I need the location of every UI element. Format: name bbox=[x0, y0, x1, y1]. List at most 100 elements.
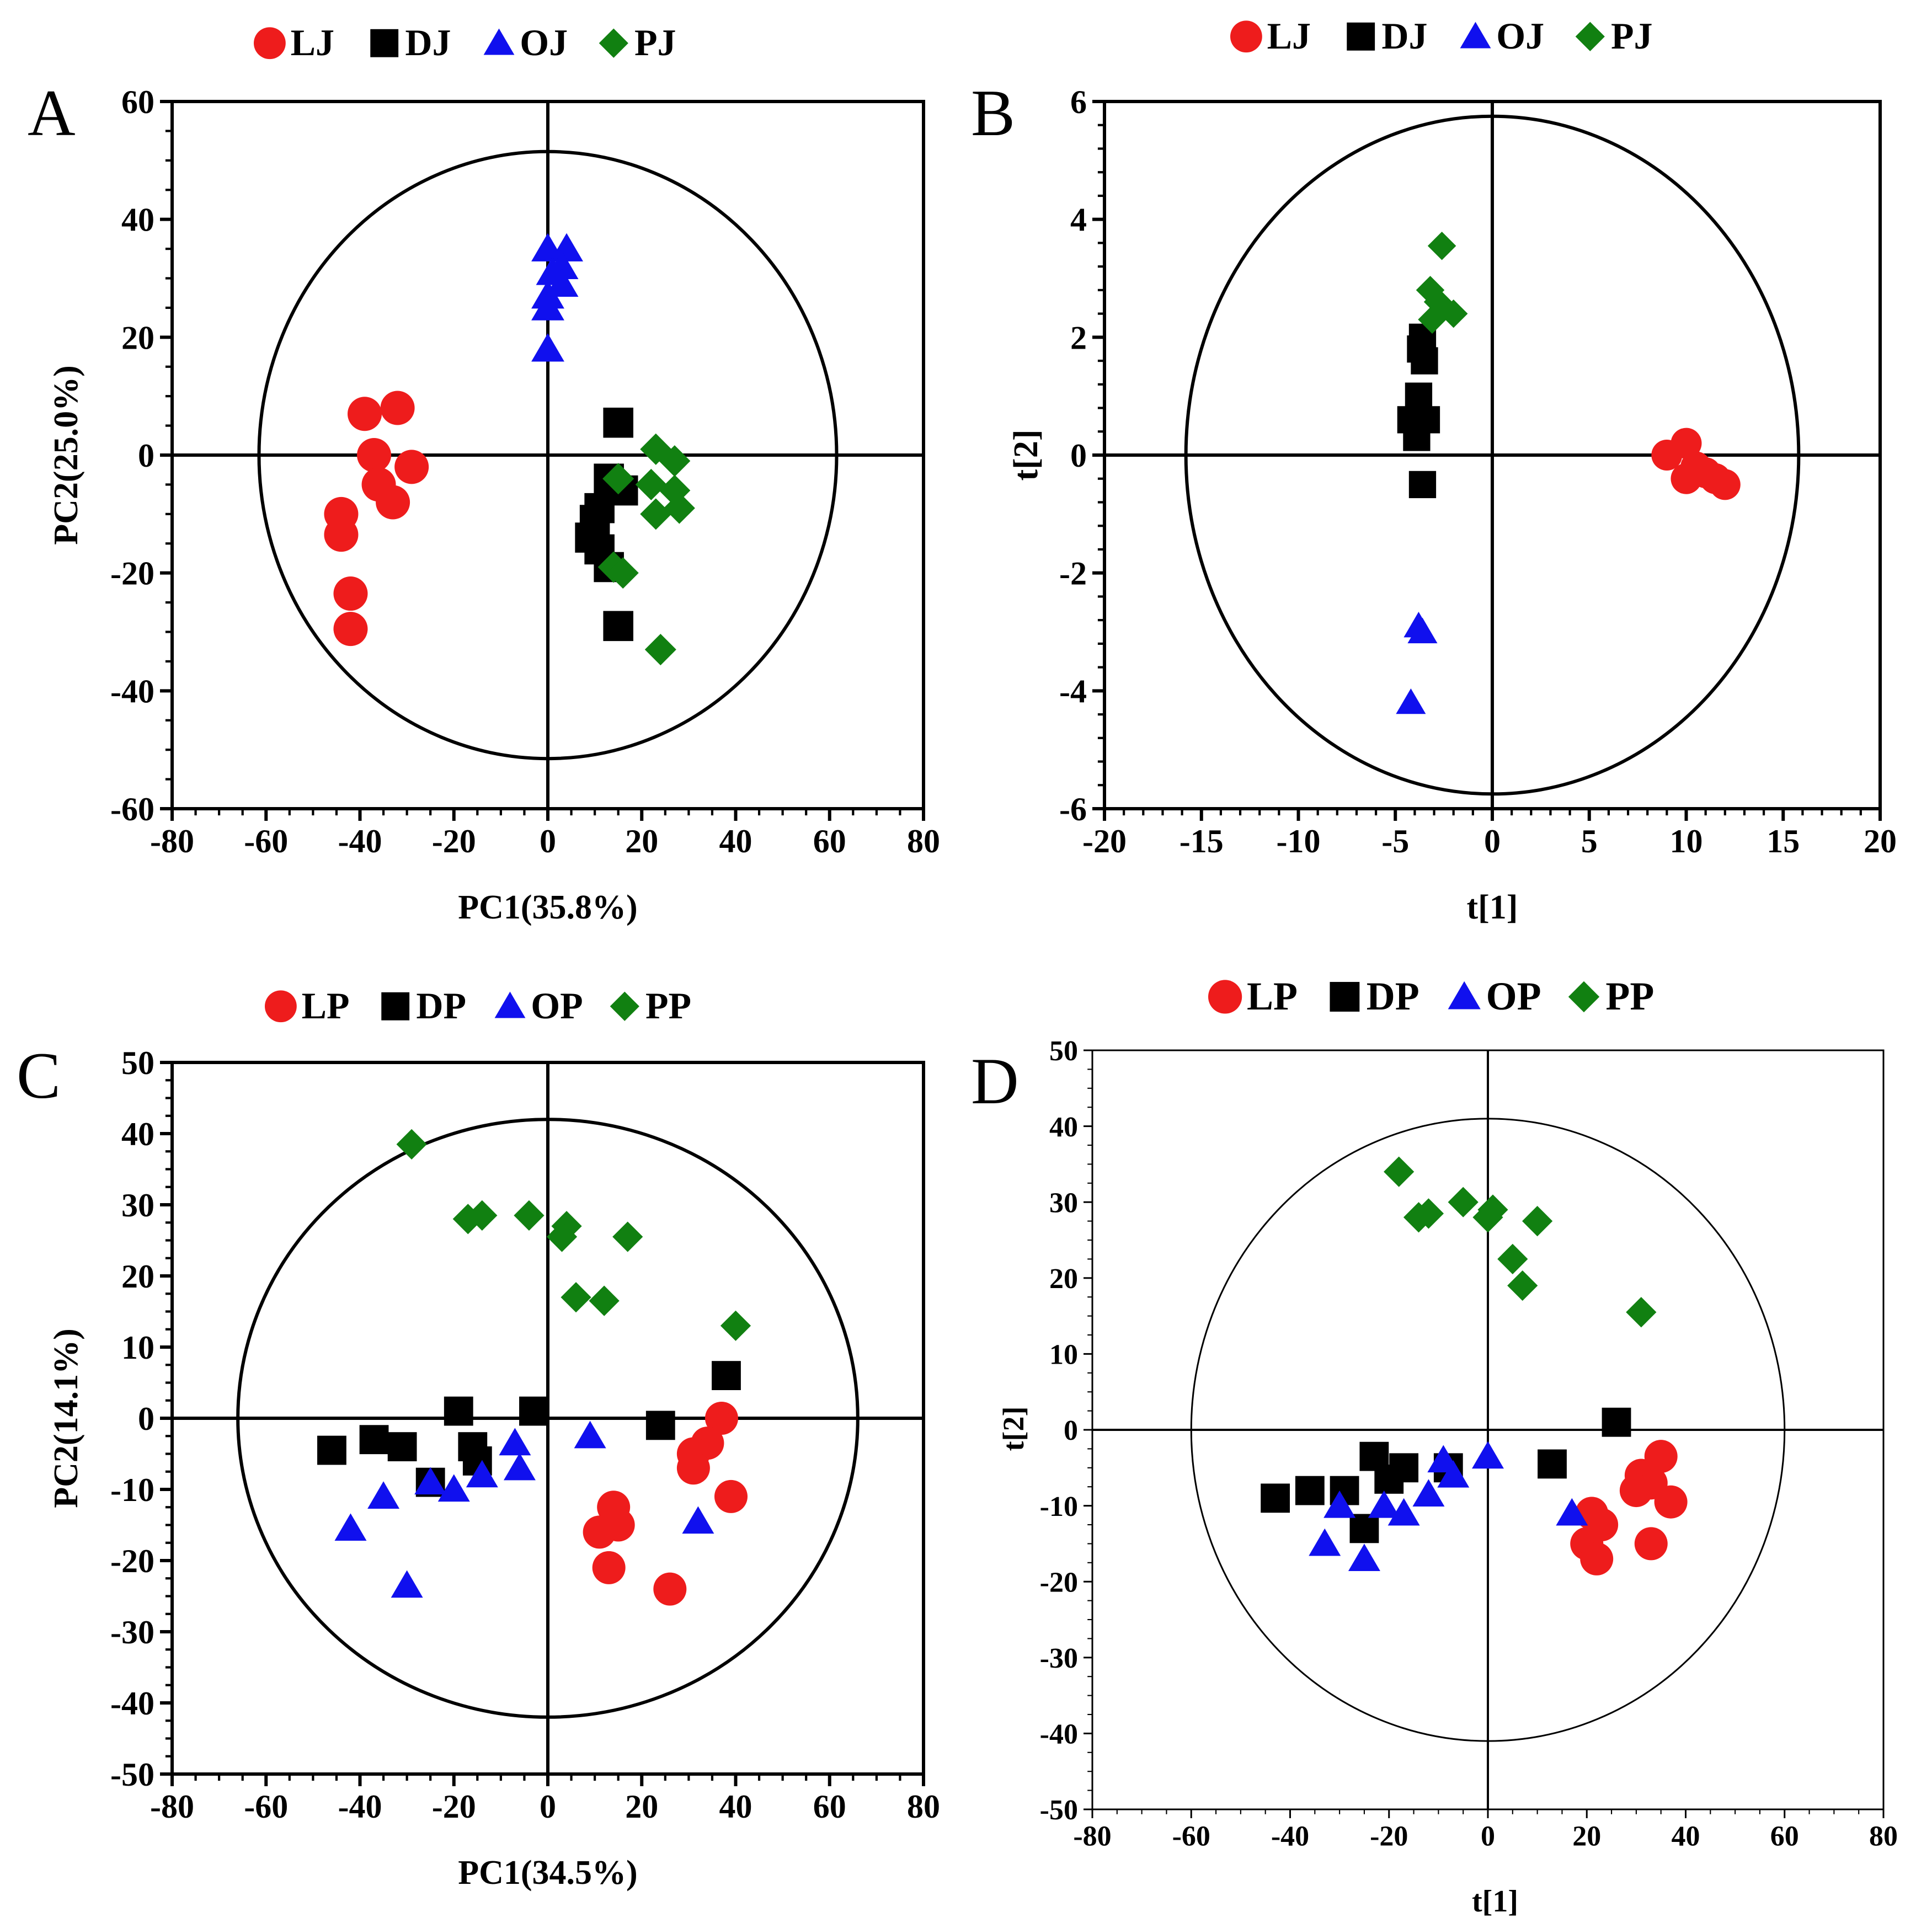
panel-c-legend-marker-lp bbox=[265, 990, 297, 1023]
panel-d-y-tick-label: -30 bbox=[1040, 1643, 1078, 1674]
panel-c-y-tick-label: -20 bbox=[110, 1543, 154, 1579]
panel-c-point-pp bbox=[720, 1310, 751, 1341]
panel-a-point-oj bbox=[545, 268, 579, 297]
panel-d-x-tick-label: -20 bbox=[1370, 1820, 1408, 1852]
panel-c-point-dp bbox=[712, 1361, 741, 1390]
panel-a-y-tick-label: 0 bbox=[138, 437, 154, 474]
panel-c-point-pp bbox=[551, 1211, 582, 1242]
panel-a: A LJ DJ OJ PJ -80 -60 -40 -20 0 20 40 60 80-60-40-2… bbox=[28, 22, 940, 926]
panel-c-x-axis-title: PC1(34.5%) bbox=[458, 1854, 637, 1892]
panel-b-x-tick-label: -10 bbox=[1277, 823, 1321, 859]
panel-d-y-tick-label: -40 bbox=[1040, 1719, 1078, 1750]
panel-b-x-tick-label: -20 bbox=[1082, 823, 1127, 859]
panel-d-legend-marker-op bbox=[1448, 981, 1481, 1009]
panel-a-y-tick-label: -60 bbox=[110, 791, 154, 827]
panel-b-marks bbox=[1396, 231, 1741, 714]
panel-a-x-tick-label: 40 bbox=[719, 823, 752, 859]
panel-c-x-tick-label: 20 bbox=[625, 1788, 658, 1825]
panel-d-y-tick-label: 0 bbox=[1064, 1415, 1078, 1446]
panel-c-point-dp bbox=[444, 1396, 473, 1426]
panel-d-point-dp bbox=[1295, 1476, 1325, 1505]
panel-c-point-pp bbox=[589, 1285, 620, 1316]
panel-c-legend-label-pp: PP bbox=[645, 985, 691, 1027]
panel-d-point-lp bbox=[1580, 1542, 1614, 1575]
panel-a-point-lj bbox=[333, 612, 368, 647]
panel-d-point-op bbox=[1309, 1528, 1341, 1556]
panel-d-x-tick-label: 0 bbox=[1481, 1820, 1495, 1852]
panel-a-legend-marker-dj bbox=[370, 29, 399, 57]
panel-c-legend-label-op: OP bbox=[531, 985, 583, 1027]
panel-d-x-tick-label: -60 bbox=[1172, 1820, 1210, 1852]
panel-b-point-dj bbox=[1408, 471, 1437, 499]
panel-d-point-dp bbox=[1538, 1449, 1567, 1479]
panel-b-legend-marker-oj bbox=[1460, 22, 1491, 49]
panel-a-point-lj bbox=[333, 576, 368, 611]
panel-c-x-tick-label: 40 bbox=[719, 1788, 752, 1825]
panel-d-y-tick-label: 30 bbox=[1049, 1187, 1078, 1219]
panel-c-legend-marker-dp bbox=[381, 992, 410, 1021]
panel-d-y-tick-label: -50 bbox=[1040, 1794, 1078, 1826]
panel-c-x-tick-label: 80 bbox=[907, 1788, 940, 1825]
panel-b-legend-marker-pj bbox=[1575, 22, 1605, 51]
panel-c-point-op bbox=[682, 1506, 714, 1534]
panel-b-point-lj bbox=[1671, 463, 1702, 494]
panel-a-legend-label-lj: LJ bbox=[291, 22, 334, 63]
panel-d-point-pp bbox=[1626, 1297, 1657, 1328]
panel-d-point-op bbox=[1437, 1460, 1470, 1488]
panel-c-point-op bbox=[367, 1481, 400, 1509]
panel-c-x-tick-label: -60 bbox=[244, 1788, 288, 1825]
panel-b-point-oj bbox=[1407, 617, 1438, 644]
panel-d-y-tick-label: 20 bbox=[1049, 1263, 1078, 1295]
panel-c-y-tick-label: -50 bbox=[110, 1756, 154, 1793]
panel-a-point-pj bbox=[602, 463, 634, 495]
panel-c-legend-marker-op bbox=[494, 991, 526, 1018]
panel-c-point-lp bbox=[592, 1551, 626, 1584]
panel-b-x-tick-label: 15 bbox=[1766, 823, 1800, 859]
panel-d-legend-label-dp: DP bbox=[1367, 974, 1419, 1018]
panel-a-y-tick-label: -40 bbox=[110, 673, 154, 709]
panel-d-legend-marker-pp bbox=[1568, 981, 1600, 1013]
panel-a-y-tick-label: -20 bbox=[110, 555, 154, 592]
panel-a-y-tick-label: 20 bbox=[121, 319, 154, 356]
panel-b-y-tick-label: 0 bbox=[1070, 437, 1087, 474]
panel-b-x-tick-label: -15 bbox=[1180, 823, 1224, 859]
panel-b-x-axis-title: t[1] bbox=[1467, 889, 1518, 926]
panel-d-point-pp bbox=[1522, 1206, 1553, 1237]
panel-c-point-op bbox=[437, 1474, 470, 1502]
panel-b-letter: B bbox=[971, 76, 1015, 149]
panel-a-x-tick-label: -20 bbox=[432, 823, 476, 859]
panel-c-legend-label-lp: LP bbox=[302, 985, 350, 1027]
panel-c-y-tick-label: -10 bbox=[110, 1472, 154, 1508]
panel-a-point-pj bbox=[640, 498, 672, 530]
panel-b-point-dj bbox=[1411, 347, 1438, 375]
panel-b-point-pj bbox=[1427, 231, 1456, 260]
panel-c-axes: -80 -60 -40 -20 0 20 40 60 80 -50 -40 -30 -20 -10 0 10 2… bbox=[110, 1045, 940, 1825]
panel-b-legend-label-lj: LJ bbox=[1267, 15, 1311, 57]
panel-a-point-lj bbox=[376, 485, 410, 520]
panel-a-y-tick-label: 40 bbox=[121, 202, 154, 238]
panel-d-point-pp bbox=[1448, 1187, 1479, 1217]
panel-d-legend: LP DP OP PP bbox=[1208, 974, 1654, 1018]
panel-b-legend-marker-dj bbox=[1347, 22, 1375, 51]
panel-d-legend-label-op: OP bbox=[1486, 974, 1541, 1018]
panel-a-point-lj bbox=[357, 438, 392, 472]
panel-c-legend-marker-pp bbox=[610, 991, 639, 1021]
panel-d-point-lp bbox=[1634, 1527, 1668, 1561]
panel-a-marks bbox=[324, 233, 695, 666]
panel-d-point-pp bbox=[1403, 1202, 1434, 1233]
panel-d-point-pp bbox=[1472, 1202, 1503, 1233]
panel-b-legend-label-pj: PJ bbox=[1611, 15, 1653, 57]
panel-c-point-dp bbox=[519, 1396, 548, 1426]
panel-a-x-axis-title: PC1(35.8%) bbox=[458, 889, 637, 926]
panel-b-y-tick-label: -4 bbox=[1059, 673, 1087, 709]
panel-a-point-lj bbox=[348, 397, 382, 431]
panel-d-point-pp bbox=[1497, 1243, 1528, 1274]
panel-a-legend-marker-pj bbox=[599, 28, 628, 58]
panel-b-x-tick-label: 10 bbox=[1670, 823, 1703, 859]
panel-d-point-dp bbox=[1349, 1514, 1379, 1543]
panel-a-point-oj bbox=[531, 292, 564, 320]
panel-c-point-pp bbox=[452, 1204, 483, 1235]
panel-b-legend: LJ DJ OJ PJ bbox=[1230, 15, 1653, 57]
panel-d-x-tick-label: 60 bbox=[1770, 1820, 1799, 1852]
